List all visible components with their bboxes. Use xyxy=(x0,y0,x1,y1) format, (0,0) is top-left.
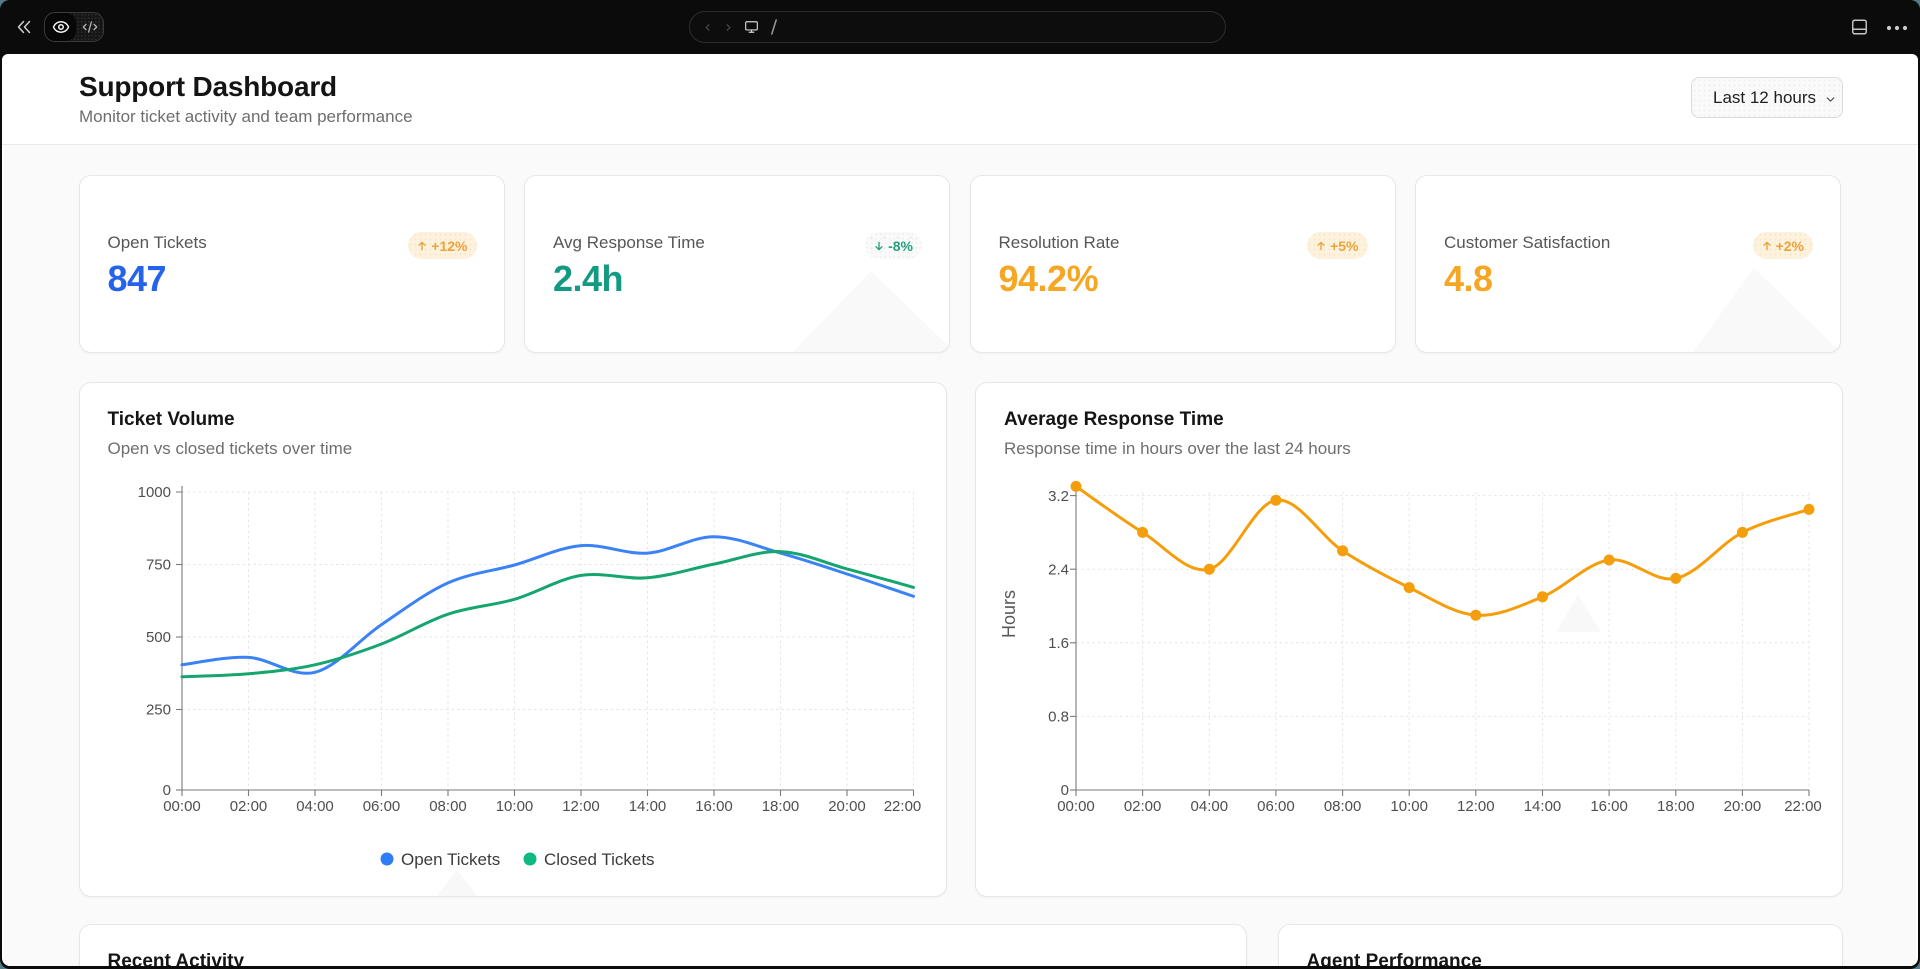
svg-text:00:00: 00:00 xyxy=(163,798,201,815)
svg-text:22:00: 22:00 xyxy=(1784,798,1822,815)
svg-text:0: 0 xyxy=(1061,782,1069,799)
svg-text:14:00: 14:00 xyxy=(628,798,666,815)
svg-text:22:00: 22:00 xyxy=(883,798,921,815)
svg-text:Open Tickets: Open Tickets xyxy=(401,850,500,869)
svg-text:18:00: 18:00 xyxy=(761,798,799,815)
svg-text:08:00: 08:00 xyxy=(1324,798,1362,815)
svg-text:20:00: 20:00 xyxy=(828,798,866,815)
svg-text:16:00: 16:00 xyxy=(695,798,733,815)
svg-text:04:00: 04:00 xyxy=(296,798,334,815)
svg-text:0: 0 xyxy=(162,782,170,799)
svg-text:1000: 1000 xyxy=(137,484,170,501)
svg-text:14:00: 14:00 xyxy=(1524,798,1562,815)
svg-text:2.4: 2.4 xyxy=(1048,561,1069,578)
svg-text:250: 250 xyxy=(145,702,170,719)
svg-text:Hours: Hours xyxy=(999,590,1019,638)
svg-text:18:00: 18:00 xyxy=(1657,798,1695,815)
svg-text:12:00: 12:00 xyxy=(562,798,600,815)
svg-text:0.8: 0.8 xyxy=(1048,709,1069,726)
svg-text:750: 750 xyxy=(145,557,170,574)
svg-text:02:00: 02:00 xyxy=(1124,798,1162,815)
svg-text:20:00: 20:00 xyxy=(1724,798,1762,815)
svg-text:3.2: 3.2 xyxy=(1048,488,1069,505)
svg-text:02:00: 02:00 xyxy=(229,798,267,815)
svg-text:06:00: 06:00 xyxy=(1257,798,1295,815)
svg-text:10:00: 10:00 xyxy=(495,798,533,815)
svg-text:Closed Tickets: Closed Tickets xyxy=(544,850,655,869)
svg-text:10:00: 10:00 xyxy=(1390,798,1428,815)
svg-text:00:00: 00:00 xyxy=(1057,798,1095,815)
svg-text:12:00: 12:00 xyxy=(1457,798,1495,815)
svg-text:16:00: 16:00 xyxy=(1590,798,1628,815)
svg-text:500: 500 xyxy=(145,629,170,646)
svg-text:08:00: 08:00 xyxy=(429,798,467,815)
svg-text:04:00: 04:00 xyxy=(1191,798,1229,815)
svg-text:06:00: 06:00 xyxy=(362,798,400,815)
svg-text:1.6: 1.6 xyxy=(1048,635,1069,652)
